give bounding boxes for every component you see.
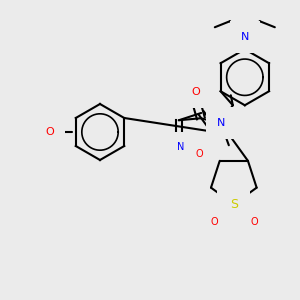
Text: O: O bbox=[191, 87, 200, 97]
Text: O: O bbox=[45, 127, 54, 137]
Text: N: N bbox=[177, 142, 184, 152]
Text: O: O bbox=[250, 217, 258, 227]
Text: O: O bbox=[210, 217, 218, 227]
Text: N: N bbox=[217, 118, 225, 128]
Text: O: O bbox=[195, 149, 203, 159]
Text: N: N bbox=[241, 32, 249, 42]
Text: S: S bbox=[230, 198, 238, 211]
